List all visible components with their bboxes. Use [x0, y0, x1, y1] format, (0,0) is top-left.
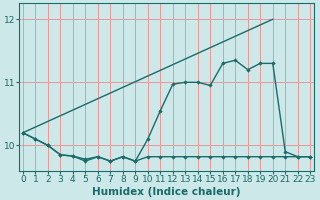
- X-axis label: Humidex (Indice chaleur): Humidex (Indice chaleur): [92, 187, 241, 197]
